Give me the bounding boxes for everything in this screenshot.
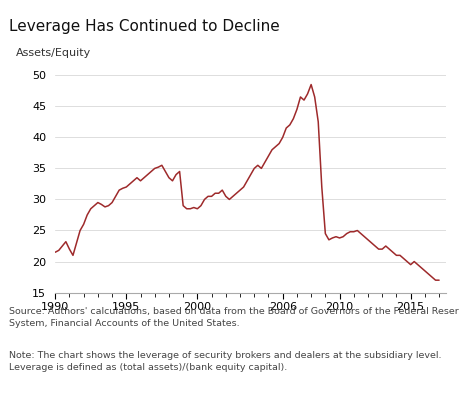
Text: Note: The chart shows the leverage of security brokers and dealers at the subsid: Note: The chart shows the leverage of se… [9,351,441,372]
Text: Source: Authors' calculations, based on data from the Board of Governors of the : Source: Authors' calculations, based on … [9,307,459,328]
Text: Leverage Has Continued to Decline: Leverage Has Continued to Decline [9,19,280,34]
Text: Assets/Equity: Assets/Equity [16,48,91,58]
